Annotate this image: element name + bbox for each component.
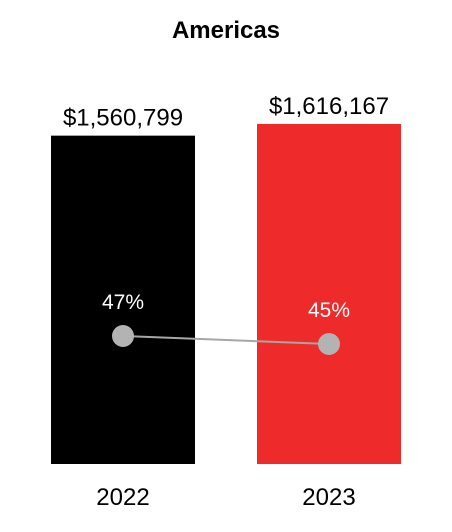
- percentage-marker-2022: [112, 325, 134, 347]
- category-label-2022: 2022: [96, 484, 149, 511]
- percentage-label-2023: 45%: [308, 299, 350, 322]
- value-label-2022: $1,560,799: [63, 105, 183, 132]
- percentage-label-2022: 47%: [102, 291, 144, 314]
- bar-2022: [51, 135, 195, 464]
- overlay-line-group: 47% 45%: [102, 291, 350, 355]
- bars-group: [51, 124, 401, 464]
- labels-group: $1,560,799 2022 $1,616,167 2023: [63, 93, 389, 511]
- percentage-line: [122, 335, 330, 345]
- percentage-marker-2023: [318, 333, 340, 355]
- bar-2023: [257, 124, 401, 464]
- category-label-2023: 2023: [302, 484, 355, 511]
- chart-title: Americas: [172, 17, 280, 44]
- value-label-2023: $1,616,167: [269, 93, 389, 120]
